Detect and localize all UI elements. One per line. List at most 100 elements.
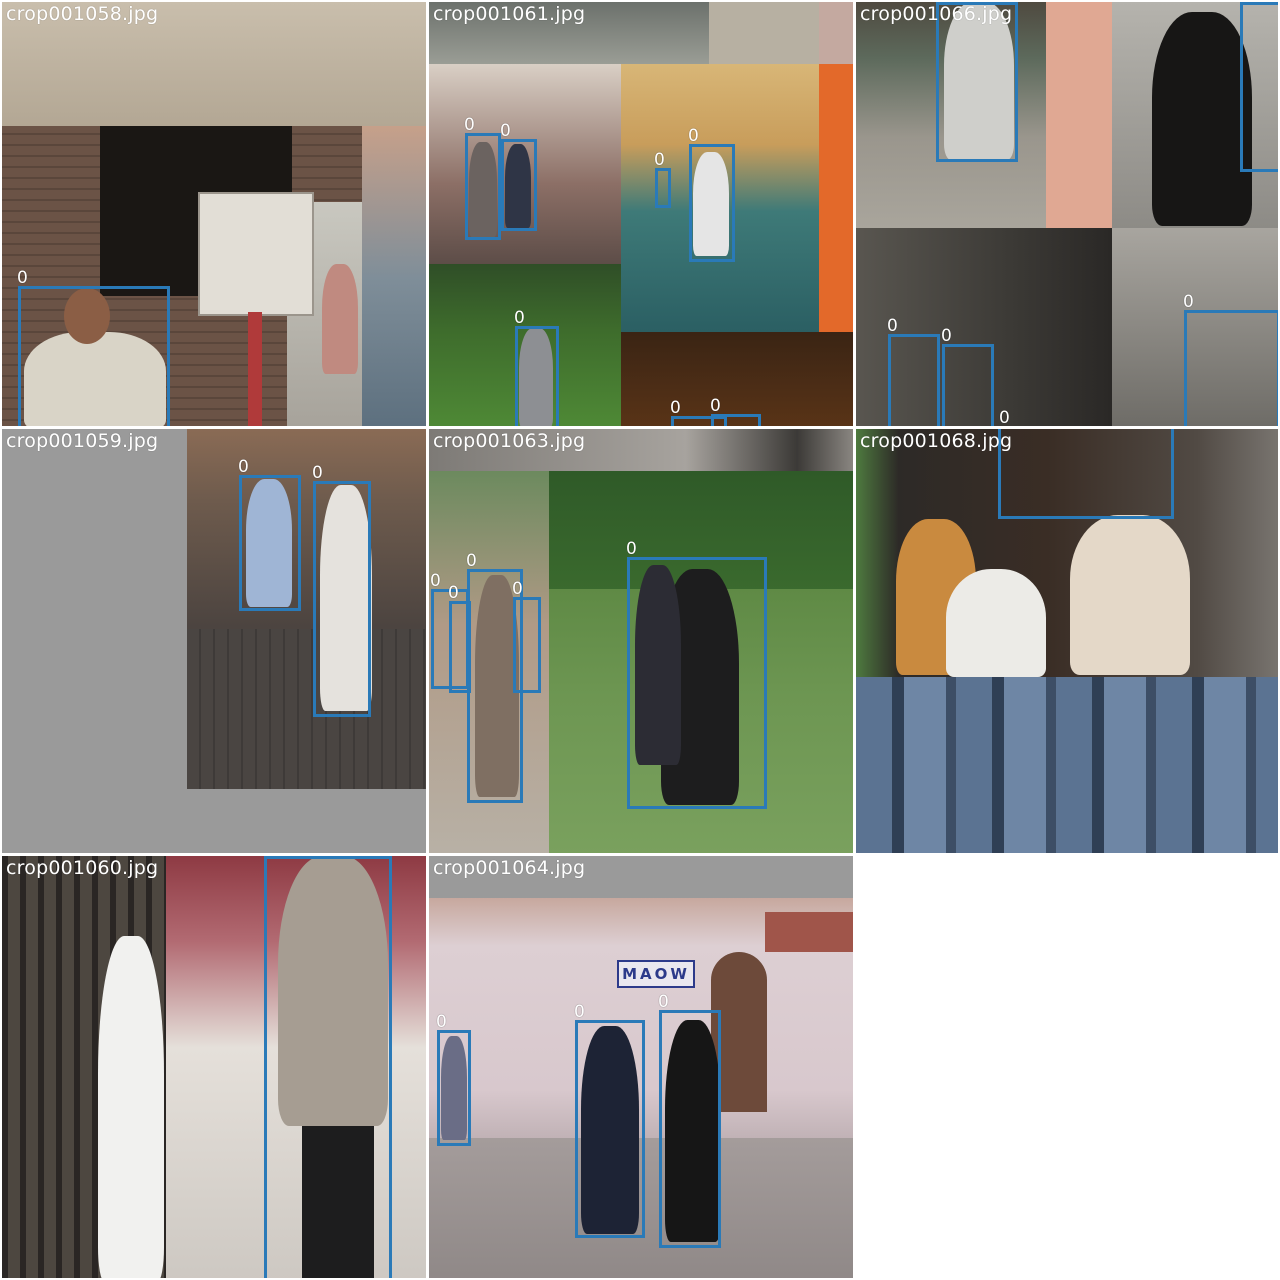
water-top-right bbox=[709, 2, 819, 64]
dark-restaurant bbox=[621, 332, 853, 426]
pink-arm bbox=[1046, 2, 1112, 228]
man-tracksuit bbox=[581, 1026, 639, 1234]
square-scene bbox=[1112, 228, 1278, 426]
detection-box: 0 bbox=[466, 552, 523, 803]
detection-label: 0 bbox=[670, 398, 681, 418]
alley-scene bbox=[856, 228, 1112, 426]
top-strip bbox=[429, 429, 853, 471]
detection-box: 0 bbox=[512, 580, 541, 693]
tile-filename: crop001059.jpg bbox=[6, 430, 159, 452]
man-in-blue-shirt bbox=[246, 479, 292, 607]
detection-label: 0 bbox=[710, 396, 721, 416]
detection-label: 0 bbox=[512, 579, 523, 599]
sign-pole bbox=[248, 312, 262, 426]
mannequin-coat bbox=[278, 856, 388, 1126]
tile-crop001066: 0 0 0 0 crop001066.jpg bbox=[854, 0, 1280, 428]
tile-crop001068: crop001068.jpg bbox=[854, 427, 1280, 855]
detection-label: 0 bbox=[17, 268, 28, 288]
woman-walking bbox=[320, 485, 372, 711]
detection-label: 0 bbox=[688, 126, 699, 146]
tile-crop001058: 0 crop001058.jpg bbox=[0, 0, 428, 428]
mannequin-trousers bbox=[302, 1126, 374, 1278]
detection-box bbox=[998, 429, 1174, 519]
detection-box: 0 bbox=[710, 397, 761, 426]
detection-box: 0 bbox=[658, 993, 721, 1248]
tile-crop001060: 0 crop001060.jpg bbox=[0, 854, 428, 1280]
tile-filename: crop001060.jpg bbox=[6, 857, 159, 879]
detection-box bbox=[1240, 2, 1278, 172]
detection-box: 0 bbox=[1183, 293, 1278, 426]
detection-box: 0 bbox=[887, 317, 940, 426]
tile-crop001064: MAOW 0 0 0 crop001064.jpg bbox=[427, 854, 855, 1280]
detection-box: 0 bbox=[436, 1013, 471, 1146]
detection-label: 0 bbox=[941, 326, 952, 346]
pedestrian bbox=[505, 144, 531, 228]
empty-cell bbox=[855, 855, 1280, 1280]
tile-crop001061: 0 0 0 0 0 0 0 crop001061.jpg bbox=[427, 0, 855, 428]
right-strip bbox=[362, 126, 426, 426]
tile-filename: crop001068.jpg bbox=[860, 430, 1013, 452]
detection-label: 0 bbox=[448, 583, 459, 603]
man-in-shorts bbox=[635, 565, 681, 765]
detection-box: 0 bbox=[688, 127, 735, 262]
man-with-sunglasses bbox=[24, 332, 166, 426]
red-roof bbox=[765, 912, 853, 952]
detection-label: 0 bbox=[436, 1012, 447, 1032]
woman-in-black bbox=[1152, 12, 1252, 226]
detection-label: 0 bbox=[238, 457, 249, 477]
pedestrian bbox=[469, 142, 497, 237]
detection-box: 0 bbox=[654, 151, 671, 208]
detection-box: 0 bbox=[941, 327, 994, 426]
ceiling-region bbox=[2, 2, 426, 126]
top-right-strip bbox=[819, 2, 853, 64]
detection-label: 0 bbox=[430, 571, 441, 591]
detection-box: 0 bbox=[500, 122, 537, 231]
detection-box: 0 bbox=[263, 856, 392, 1278]
shop-sign-box: MAOW bbox=[617, 960, 695, 988]
detection-label: 0 bbox=[514, 308, 525, 328]
detection-label: 0 bbox=[574, 1002, 585, 1022]
detection-box: 0 bbox=[670, 399, 727, 426]
detection-label: 0 bbox=[887, 316, 898, 336]
paved-square bbox=[429, 1138, 853, 1278]
walking-man bbox=[944, 2, 1014, 160]
detection-label: 0 bbox=[312, 463, 323, 483]
tile-filename: crop001064.jpg bbox=[433, 857, 586, 879]
detection-label: 0 bbox=[464, 115, 475, 135]
detection-box: 0 bbox=[464, 116, 501, 240]
detection-box: 0 bbox=[574, 1003, 645, 1238]
detection-label: 0 bbox=[500, 121, 511, 141]
tile-crop001063: 0 0 0 0 0 crop001063.jpg bbox=[427, 427, 855, 855]
detection-box: 0 bbox=[999, 409, 1010, 426]
detection-box: 0 bbox=[514, 309, 559, 426]
tile-crop001059: 0 0 crop001059.jpg bbox=[0, 427, 428, 855]
man-head bbox=[64, 288, 110, 344]
detection-label: 0 bbox=[654, 150, 665, 170]
detection-box: 0 bbox=[238, 458, 301, 611]
sign-board bbox=[198, 192, 314, 316]
detection-box bbox=[936, 2, 1018, 162]
gondolier bbox=[693, 152, 729, 256]
shop-sign-text: MAOW bbox=[622, 965, 690, 983]
woman-white-shirt bbox=[98, 936, 164, 1278]
child-white-hat bbox=[946, 569, 1046, 677]
detection-label: 0 bbox=[626, 539, 637, 559]
detection-label: 0 bbox=[658, 992, 669, 1012]
detection-label: 0 bbox=[1183, 292, 1194, 312]
detection-box: 0 bbox=[626, 540, 767, 809]
detection-label: 0 bbox=[466, 551, 477, 571]
tile-filename: crop001063.jpg bbox=[433, 430, 586, 452]
man-on-grass bbox=[519, 328, 553, 426]
woman-sunglasses bbox=[1070, 515, 1190, 675]
cobblestone bbox=[187, 629, 426, 789]
older-man bbox=[475, 575, 519, 797]
water-top bbox=[429, 2, 709, 64]
tile-filename: crop001061.jpg bbox=[433, 3, 586, 25]
distant-woman bbox=[441, 1036, 467, 1140]
tile-filename: crop001058.jpg bbox=[6, 3, 159, 25]
blurred-columns bbox=[856, 677, 1278, 853]
detection-box: 0 bbox=[312, 464, 371, 717]
detection-box: 0 bbox=[17, 269, 170, 426]
man-black-jacket bbox=[665, 1020, 721, 1242]
walking-man bbox=[322, 264, 358, 374]
